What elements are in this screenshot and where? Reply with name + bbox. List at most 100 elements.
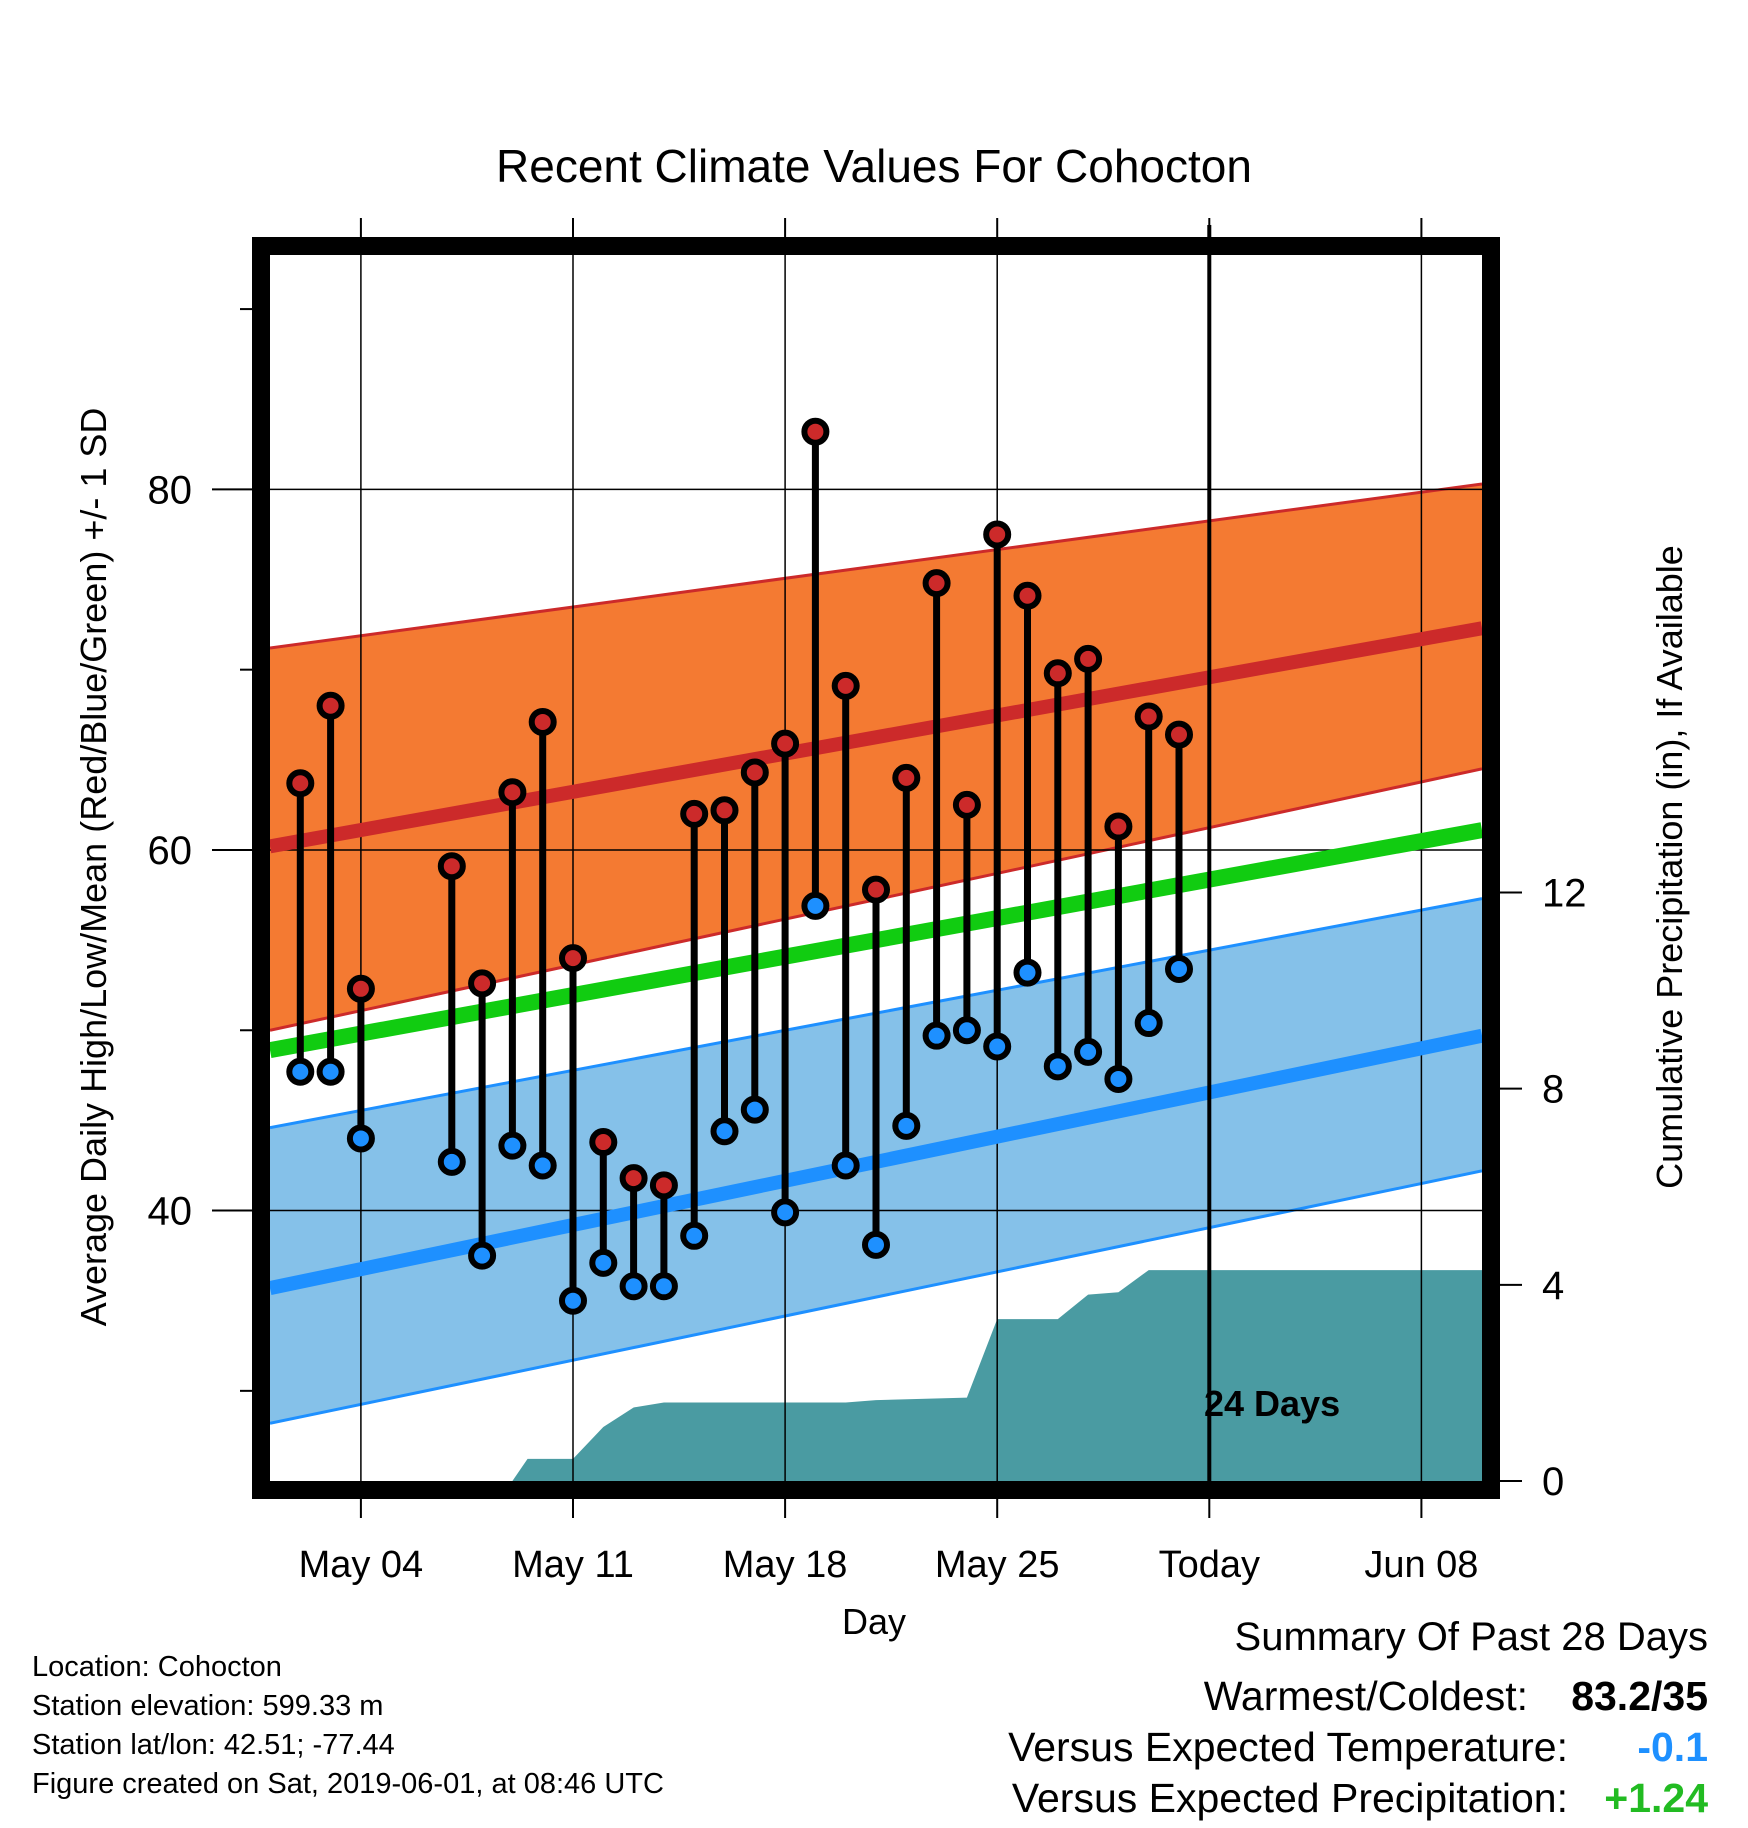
observed-high-point <box>316 691 345 720</box>
observed-day <box>710 796 739 1146</box>
observed-low-point <box>559 1286 587 1315</box>
observed-high-point <box>559 944 587 973</box>
observed-low-point <box>528 1151 557 1180</box>
normal-low-band-lower-edge <box>270 1169 1482 1425</box>
observed-day <box>831 671 860 1180</box>
x-tick-label: Today <box>1159 1544 1260 1586</box>
warmest-label: Warmest/Coldest: <box>1203 1673 1528 1719</box>
observed-day <box>1104 812 1133 1093</box>
observed-low-point <box>983 1032 1012 1061</box>
observed-low-point <box>922 1021 951 1050</box>
observed-high-point <box>589 1128 618 1157</box>
observed-high-point <box>1134 702 1163 731</box>
y2-tick-label: 8 <box>1542 1068 1564 1112</box>
observed-low-point <box>589 1248 618 1277</box>
y-tick-label: 80 <box>148 468 193 512</box>
observed-day <box>771 729 800 1227</box>
observed-day <box>680 799 709 1250</box>
observed-low-point <box>1134 1009 1163 1038</box>
observed-high-low <box>286 417 1193 1315</box>
observed-low-point <box>1043 1052 1072 1081</box>
x-tick-label: May 04 <box>299 1544 424 1586</box>
y-tick-label: 60 <box>148 829 193 873</box>
x-axis-ticks: May 04 May 11 May 18 May 25 Today Jun 08 <box>299 218 1478 1586</box>
observed-low-point <box>498 1131 527 1160</box>
observed-low-point <box>801 891 830 920</box>
normal-high-band-upper-edge <box>270 482 1482 650</box>
observed-low-point <box>740 1095 769 1124</box>
plot-frame <box>252 237 1500 1499</box>
observed-high-point <box>1104 812 1133 841</box>
observed-high-point <box>771 729 800 758</box>
chart-title: Recent Climate Values For Cohocton <box>496 140 1252 192</box>
observed-high-point <box>983 520 1012 549</box>
observed-day <box>1013 581 1042 987</box>
summary-precip-row: Versus Expected Precipitation: +1.24 <box>1012 1775 1708 1825</box>
observed-day <box>952 790 981 1045</box>
observed-low-point <box>831 1151 860 1180</box>
observed-low-point <box>1165 954 1193 983</box>
observed-high-point <box>952 790 981 819</box>
observed-high-point <box>346 974 375 1003</box>
y2-tick-label: 4 <box>1542 1264 1564 1308</box>
observed-high-point <box>862 875 890 904</box>
observed-day <box>528 707 557 1180</box>
observed-day <box>892 763 921 1140</box>
observed-day <box>983 520 1012 1061</box>
observed-day <box>498 778 527 1160</box>
observed-high-point <box>619 1164 648 1193</box>
observed-high-point <box>710 796 739 825</box>
y2-tick-label: 0 <box>1542 1460 1564 1504</box>
observed-high-point <box>1165 720 1193 749</box>
observed-high-point <box>740 758 769 787</box>
observed-high-point <box>649 1171 678 1200</box>
y2-axis-ticks: 0 4 8 12 <box>1500 872 1587 1504</box>
y-axis-ticks: 40 60 80 <box>148 308 252 1392</box>
observed-day <box>1134 702 1163 1038</box>
observed-low-point <box>952 1016 981 1045</box>
temp-value: -0.1 <box>1637 1724 1708 1770</box>
observed-low-point <box>649 1272 678 1301</box>
observed-low-point <box>316 1057 345 1086</box>
observed-high-point <box>528 707 557 736</box>
observed-high-point <box>498 778 527 807</box>
observed-low-point <box>892 1111 921 1140</box>
y-tick-label: 40 <box>148 1190 193 1234</box>
observed-day <box>1043 659 1072 1081</box>
observed-high-point <box>801 417 830 446</box>
figure-created: Figure created on Sat, 2019-06-01, at 08… <box>32 1768 664 1800</box>
observed-high-point <box>680 799 709 828</box>
x-tick-label: May 18 <box>723 1544 848 1586</box>
observed-low-point <box>437 1147 466 1176</box>
observed-day <box>1165 720 1193 983</box>
x-tick-label: Jun 08 <box>1364 1544 1478 1586</box>
station-elevation: Station elevation: 599.33 m <box>32 1690 384 1722</box>
observed-high-point <box>1043 659 1072 688</box>
observed-high-point <box>1013 581 1042 610</box>
observed-low-point <box>680 1221 709 1250</box>
precip-value: +1.24 <box>1604 1775 1708 1821</box>
observed-low-point <box>286 1057 315 1086</box>
today-days-label: 24 Days <box>1204 1383 1340 1424</box>
x-tick-label: May 11 <box>512 1544 634 1586</box>
observed-day <box>649 1171 678 1301</box>
location-info: Location: Cohocton Station elevation: 59… <box>32 1648 664 1804</box>
summary-heading: Summary Of Past 28 Days <box>1234 1615 1708 1659</box>
observed-day <box>437 852 466 1176</box>
observed-low-point <box>619 1272 648 1301</box>
location-name: Location: Cohocton <box>32 1651 282 1683</box>
precip-label: Versus Expected Precipitation: <box>1011 1775 1568 1821</box>
warmest-value: 83.2/35 <box>1571 1673 1708 1719</box>
observed-high-point <box>892 763 921 792</box>
observed-high-point <box>831 671 860 700</box>
y2-axis-label: Cumulative Precipitation (in), If Availa… <box>1649 545 1690 1189</box>
observed-high-point <box>1074 644 1103 673</box>
observed-day <box>801 417 830 920</box>
observed-day <box>346 974 375 1153</box>
observed-day <box>1074 644 1103 1066</box>
x-axis-label: Day <box>842 1601 906 1642</box>
summary-temp-row: Versus Expected Temperature: -0.1 <box>1008 1724 1708 1774</box>
observed-high-point <box>468 969 497 998</box>
observed-low-point <box>1013 958 1042 987</box>
